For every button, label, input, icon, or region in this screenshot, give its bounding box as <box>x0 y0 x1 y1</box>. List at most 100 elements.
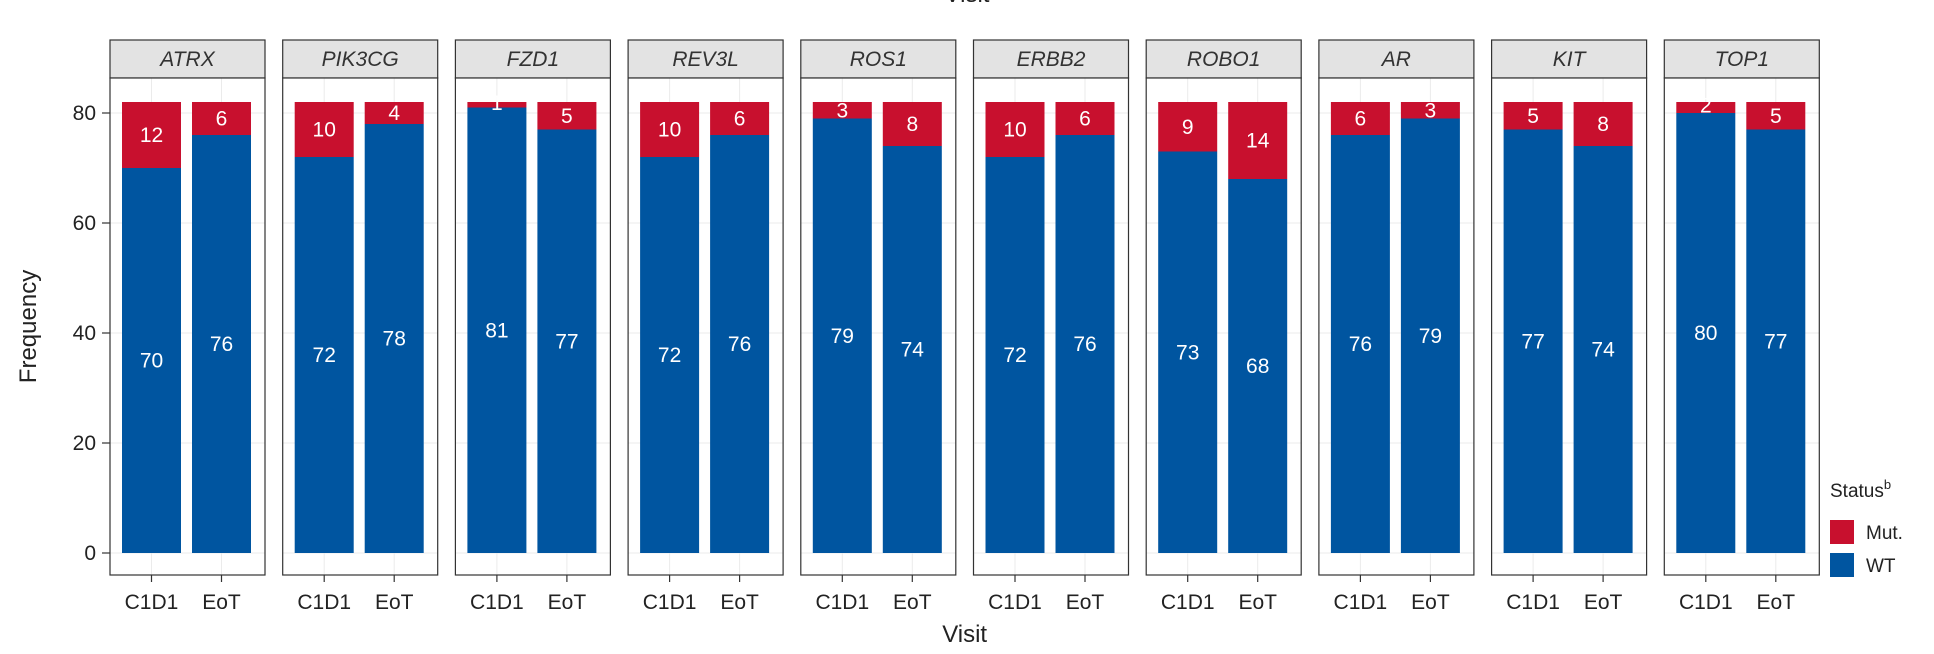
bar-label-mut: 2 <box>1700 95 1712 118</box>
bar-label-mut: 5 <box>1527 105 1539 128</box>
bar-label-wt: 77 <box>555 330 578 353</box>
x-tick-label: EoT <box>548 591 587 614</box>
x-tick-label: C1D1 <box>643 591 697 614</box>
bar-wt <box>1676 113 1736 553</box>
bar-label-mut: 6 <box>1355 108 1367 131</box>
bar-label-wt: 70 <box>140 350 163 373</box>
legend-label: WT <box>1866 556 1896 577</box>
x-tick-label: EoT <box>375 591 414 614</box>
facet-title: AR <box>1380 48 1411 71</box>
bar-label-wt: 81 <box>485 319 508 342</box>
bar-wt <box>985 157 1045 553</box>
x-tick-label: EoT <box>1584 591 1623 614</box>
facet-strip <box>1663 39 1820 79</box>
x-tick-label: EoT <box>1411 591 1450 614</box>
bar-mut <box>1400 102 1460 119</box>
bar-label-wt: 78 <box>383 328 406 351</box>
facet-title: ROS1 <box>850 48 907 71</box>
bar-wt <box>1746 129 1806 553</box>
x-tick-label: C1D1 <box>125 591 179 614</box>
facet-strip <box>627 39 784 79</box>
x-tick-label: C1D1 <box>815 591 869 614</box>
x-tick-label: EoT <box>893 591 932 614</box>
bar-label-wt: 74 <box>901 339 925 362</box>
facet-strip <box>454 39 611 79</box>
facet-border <box>800 77 957 576</box>
bar-wt <box>640 157 700 553</box>
bar-label-mut: 6 <box>1079 108 1091 131</box>
facet-strip <box>109 39 266 79</box>
x-tick-label: C1D1 <box>1506 591 1560 614</box>
facet-border <box>627 77 784 576</box>
bar-mut <box>467 102 527 108</box>
bar-mut <box>294 102 354 157</box>
bar-label-mut: 9 <box>1182 116 1194 139</box>
facet-title: KIT <box>1553 48 1588 71</box>
bar-label-wt: 73 <box>1176 341 1199 364</box>
facet-border <box>972 77 1130 576</box>
bar-label-mut: 8 <box>1597 113 1609 136</box>
bar-wt <box>294 157 354 553</box>
bar-label-mut: 8 <box>906 113 918 136</box>
x-tick-label: C1D1 <box>1161 591 1215 614</box>
x-tick-label: C1D1 <box>1679 591 1733 614</box>
facet-strip <box>800 39 957 79</box>
bar-mut <box>122 102 181 168</box>
bar-wt <box>467 107 527 553</box>
y-axis-title: Frequency <box>15 270 42 383</box>
bar-label-wt: 79 <box>1419 325 1442 348</box>
bar-wt <box>122 168 181 553</box>
legend-label: Mut. <box>1866 523 1903 544</box>
bar-label-wt: 79 <box>831 325 854 348</box>
bar-label-wt: 77 <box>1521 330 1544 353</box>
legend-title-superscript: b <box>1884 477 1891 492</box>
bar-label-mut: 4 <box>388 102 400 125</box>
y-tick-label: 20 <box>73 432 96 455</box>
facet-border <box>1490 77 1648 576</box>
facet-border <box>109 77 266 576</box>
bar-wt <box>812 118 872 553</box>
bar-label-mut: 12 <box>140 124 163 147</box>
bar-label-mut: 3 <box>836 99 848 122</box>
x-tick-label: C1D1 <box>988 591 1042 614</box>
bar-label-wt: 76 <box>210 333 233 356</box>
bar-label-mut: 5 <box>561 105 573 128</box>
x-tick-label: EoT <box>1238 591 1277 614</box>
bar-label-wt: 76 <box>1073 333 1096 356</box>
bar-label-wt: 68 <box>1246 355 1269 378</box>
facet-title: REV3L <box>672 48 739 71</box>
x-tick-label: EoT <box>1066 591 1105 614</box>
bar-mut <box>1573 102 1633 146</box>
bar-label-wt: 72 <box>658 344 681 367</box>
bar-mut <box>537 102 597 130</box>
bar-mut <box>710 102 770 135</box>
facet-title: ROBO1 <box>1187 48 1261 71</box>
facet-strip <box>972 39 1130 79</box>
y-tick-label: 40 <box>73 322 96 345</box>
y-tick-label: 60 <box>73 212 96 235</box>
legend-title: Statusb <box>1830 477 1891 502</box>
facet-title: PIK3CG <box>322 48 399 71</box>
bar-wt <box>1503 129 1563 553</box>
bar-mut <box>812 102 872 119</box>
facet-border <box>282 77 439 576</box>
bar-label-mut: 14 <box>1246 130 1270 153</box>
bar-mut <box>1158 102 1218 152</box>
facet-title: TOP1 <box>1715 48 1769 71</box>
bar-mut <box>985 102 1045 157</box>
bar-wt <box>364 124 424 553</box>
legend-swatch <box>1830 553 1854 577</box>
bar-wt <box>1330 135 1390 553</box>
bar-label-wt: 72 <box>313 344 336 367</box>
bar-wt <box>537 129 597 553</box>
y-tick-label: 0 <box>84 542 96 565</box>
bar-wt <box>1400 118 1460 553</box>
bar-wt <box>710 135 770 553</box>
bar-mut <box>1503 102 1563 130</box>
bar-label-wt: 76 <box>728 333 751 356</box>
bar-label-wt: 72 <box>1003 344 1026 367</box>
bar-mut <box>1330 102 1390 135</box>
bar-mut <box>364 102 424 124</box>
